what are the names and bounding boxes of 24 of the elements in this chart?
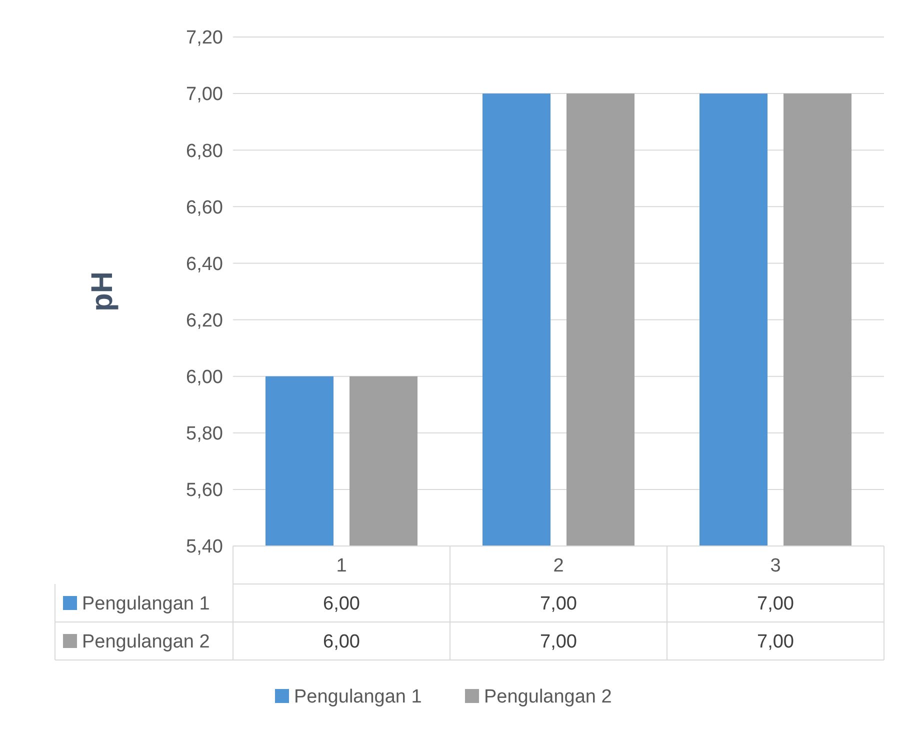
y-tick-label: 5,80 [186,424,223,445]
y-tick-label: 5,40 [186,536,223,558]
legend-label: Pengulangan 2 [484,686,612,708]
y-tick-label: 7,20 [186,28,223,49]
text: Pengulangan 2 [82,632,210,653]
data-label: 7,00 [757,594,794,615]
x-tick-label: 2 [553,556,564,577]
y-tick-label: 7,00 [186,84,223,106]
y-tick-label: 6,40 [186,254,223,275]
data-label: 6,00 [323,632,360,653]
legend-label: Pengulangan 1 [82,594,210,615]
data-label: 6,00 [323,594,360,615]
y-axis-title: pH [86,272,119,312]
x-tick-label: 3 [770,556,781,577]
data-label: 7,00 [540,594,577,615]
y-tick-label: 6,80 [186,140,223,162]
x-tick-label: 1 [336,556,347,577]
text: Pengulangan 1 [294,686,422,708]
y-tick-label: 6,20 [186,310,223,332]
data-label: 7,00 [757,632,794,653]
y-tick-label: 6,60 [186,197,223,218]
y-tick-label: 6,00 [186,366,223,388]
y-tick-label: 5,60 [186,480,223,502]
data-label: 7,00 [540,632,577,653]
